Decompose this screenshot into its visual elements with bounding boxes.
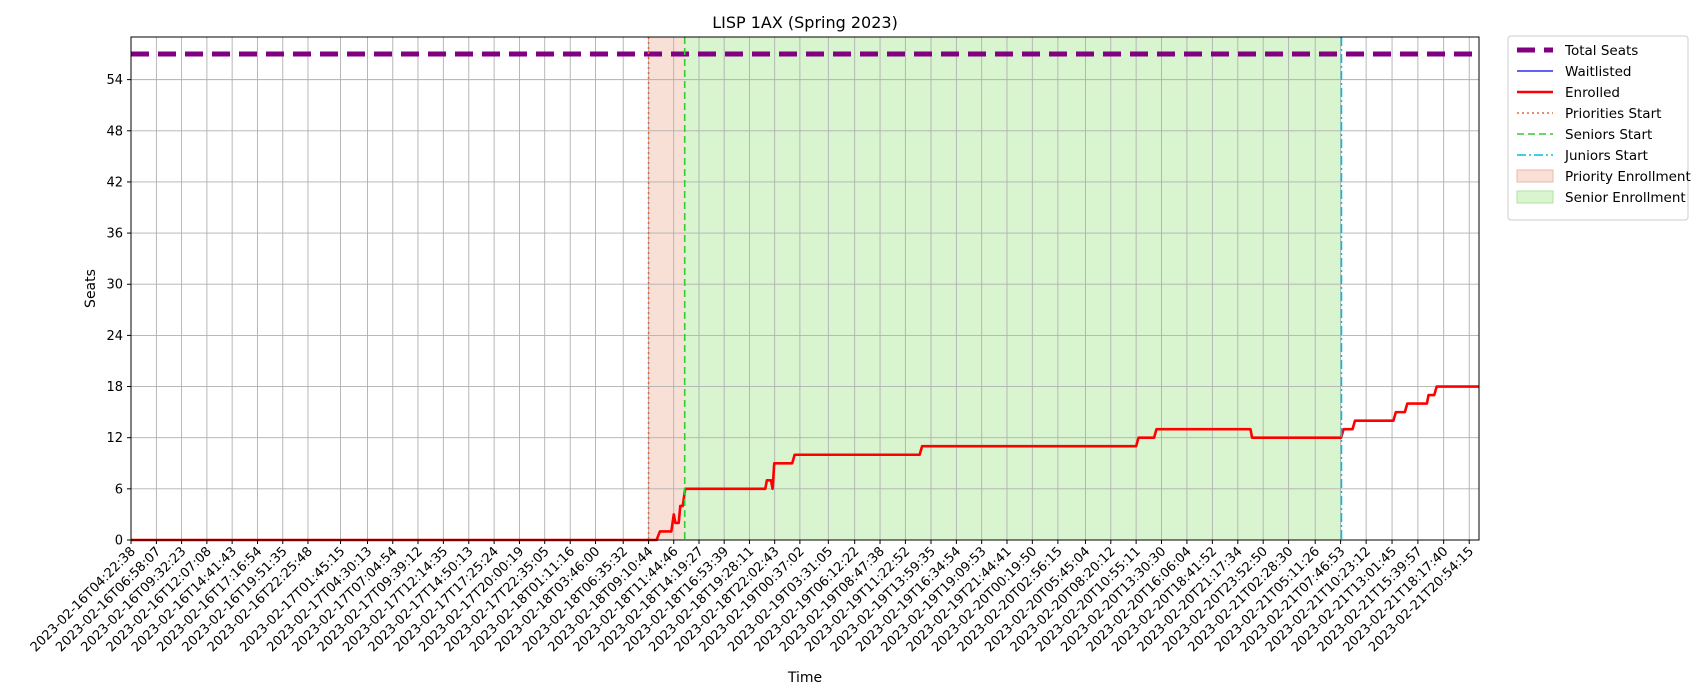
series-lines <box>131 51 1479 542</box>
y-tick-label: 48 <box>106 124 123 139</box>
period-start-lines <box>647 37 1343 540</box>
y-tick-label: 30 <box>106 278 123 293</box>
legend-label-enrolled: Enrolled <box>1565 85 1620 101</box>
y-tick-label: 42 <box>106 175 123 190</box>
y-axis-title: Seats <box>83 269 99 308</box>
y-tick-label: 18 <box>106 380 123 395</box>
series-enrolled <box>131 385 1479 542</box>
grid <box>130 37 1479 541</box>
legend-label-waitlisted: Waitlisted <box>1565 64 1632 80</box>
y-axis-ticks: 0 6 12 18 24 30 36 42 48 54 <box>106 73 131 549</box>
y-tick-label: 0 <box>115 534 123 549</box>
x-axis-ticks: 2023-02-16T04:22:382023-02-16T06:58:0720… <box>28 540 1477 655</box>
plot-frame <box>130 36 1480 541</box>
y-tick-label: 12 <box>106 431 123 446</box>
legend-label-seniors-start: Seniors Start <box>1565 127 1652 143</box>
legend-swatch-senior-enrollment <box>1516 190 1554 204</box>
legend-label-senior-enrollment: Senior Enrollment <box>1565 190 1686 206</box>
legend-label-total-seats: Total Seats <box>1564 43 1638 59</box>
y-tick-label: 6 <box>115 482 123 497</box>
legend-swatch-priority-enrollment <box>1516 169 1554 183</box>
legend-label-priorities-start: Priorities Start <box>1565 106 1661 122</box>
chart-title: LISP 1AX (Spring 2023) <box>712 13 898 32</box>
span-priority-enrollment <box>648 37 685 540</box>
y-tick-label: 36 <box>106 227 123 242</box>
legend-label-juniors-start: Juniors Start <box>1564 148 1648 164</box>
y-tick-label: 24 <box>106 329 123 344</box>
legend: Total Seats Waitlisted Enrolled Priorities … <box>1507 35 1691 221</box>
legend-label-priority-enrollment: Priority Enrollment <box>1565 169 1691 185</box>
x-axis-title: Time <box>787 670 822 686</box>
y-tick-label: 54 <box>106 73 123 88</box>
